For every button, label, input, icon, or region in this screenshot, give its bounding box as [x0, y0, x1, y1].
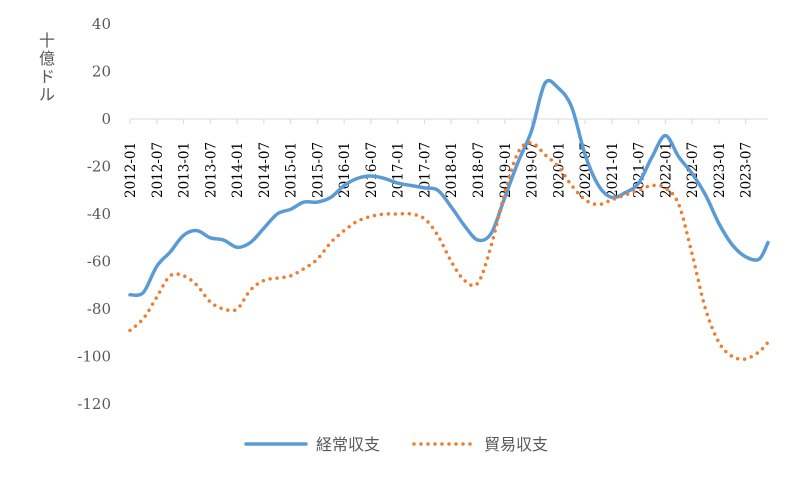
y-tick-label: -40 — [87, 205, 111, 223]
y-tick-label: -100 — [77, 348, 111, 366]
x-tick-label: 2023-01 — [712, 142, 728, 198]
x-tick-label: 2017-01 — [391, 142, 407, 198]
y-axis-label-char: ド — [39, 67, 55, 86]
x-tick-label: 2017-07 — [417, 142, 433, 198]
x-tick-label: 2019-07 — [525, 142, 541, 198]
y-tick-label: -120 — [77, 395, 111, 413]
x-tick-label: 2013-07 — [203, 142, 219, 198]
y-tick-label: 0 — [101, 110, 111, 128]
x-tick-label: 2020-01 — [551, 142, 567, 198]
legend: 経常収支 貿易収支 — [244, 435, 548, 454]
x-tick-label: 2015-01 — [284, 142, 300, 198]
series-group — [128, 78, 770, 362]
legend-label: 経常収支 — [316, 435, 380, 454]
y-axis-ticks: 40 20 0 -20 -40 -60 -80 -100 -120 — [77, 15, 111, 413]
x-tick-label: 2014-01 — [230, 142, 246, 198]
x-tick-label: 2016-07 — [364, 142, 380, 198]
y-tick-label: 40 — [92, 15, 111, 33]
x-axis — [129, 118, 768, 124]
x-tick-label: 2020-07 — [578, 142, 594, 198]
x-tick-label: 2021-01 — [605, 142, 621, 198]
x-tick-label: 2012-01 — [123, 142, 139, 198]
y-axis-label-char: 十 — [39, 31, 55, 50]
x-tick-label: 2012-07 — [150, 142, 166, 198]
x-tick-label: 2014-07 — [257, 142, 273, 198]
y-tick-label: -20 — [87, 158, 111, 176]
y-tick-label: -60 — [87, 253, 111, 271]
y-tick-label: 20 — [92, 63, 111, 81]
x-tick-label: 2013-01 — [177, 142, 193, 198]
y-axis-label-char: ル — [39, 85, 55, 104]
x-tick-label: 2018-07 — [471, 142, 487, 198]
y-axis-label-char: 億 — [39, 49, 55, 68]
x-tick-label: 2022-01 — [658, 142, 674, 198]
series-current-account-line — [128, 78, 770, 297]
x-tick-label: 2023-07 — [739, 142, 755, 198]
x-tick-label: 2018-01 — [444, 142, 460, 198]
y-tick-label: -80 — [87, 300, 111, 318]
legend-label: 貿易収支 — [484, 435, 548, 454]
x-axis-ticks: 2012-01 2012-07 2013-01 2013-07 2014-01 2014-… — [123, 142, 755, 198]
x-tick-label: 2015-07 — [310, 142, 326, 198]
